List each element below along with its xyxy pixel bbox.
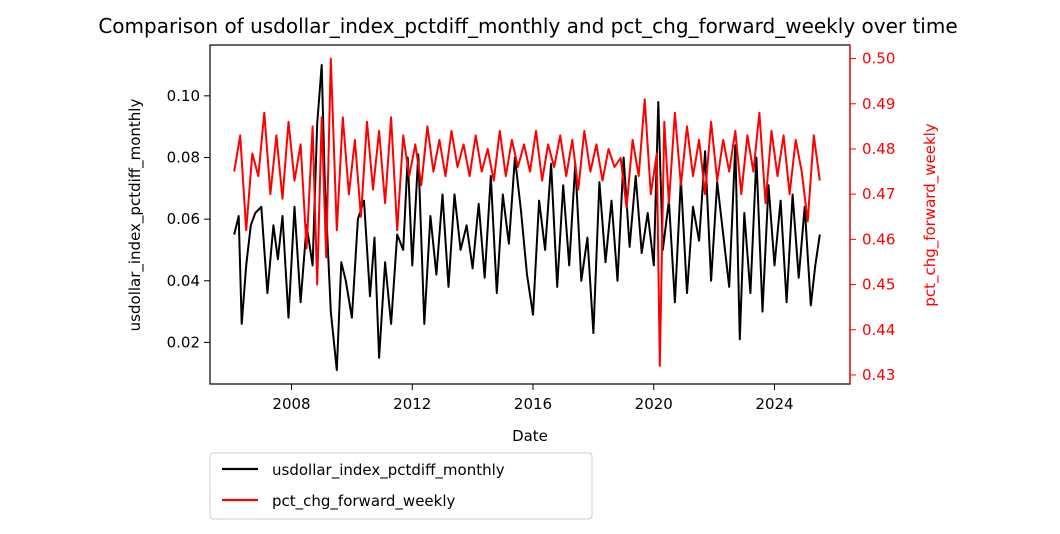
y-axis-right-title: pct_chg_forward_weekly	[921, 123, 940, 307]
series-layer	[233, 57, 821, 372]
x-tick-label: 2012	[393, 395, 431, 413]
x-tick-label: 2020	[635, 395, 673, 413]
y-right-tick-label: 0.49	[862, 95, 895, 113]
y-left-tick-label: 0.10	[167, 87, 200, 105]
x-axis: 2008 2012 2016 2020 2024	[272, 384, 794, 413]
y-left-tick-label: 0.04	[167, 272, 200, 290]
y-right-tick-label: 0.46	[862, 230, 895, 248]
y-right-tick-label: 0.44	[862, 321, 895, 339]
y-right-tick-label: 0.43	[862, 366, 895, 384]
y-left-tick-label: 0.08	[167, 148, 200, 166]
chart-title: Comparison of usdollar_index_pctdiff_mon…	[98, 14, 957, 38]
y-right-tick-label: 0.48	[862, 140, 895, 158]
y-axis-left-title: usdollar_index_pctdiff_monthly	[126, 99, 145, 332]
y-axis-left: 0.02 0.04 0.06 0.08 0.10	[167, 87, 210, 351]
y-left-tick-label: 0.06	[167, 210, 200, 228]
y-left-tick-label: 0.02	[167, 333, 200, 351]
x-tick-label: 2024	[755, 395, 793, 413]
y-right-tick-label: 0.45	[862, 276, 895, 294]
x-tick-label: 2016	[514, 395, 552, 413]
series-line-usdollar-index	[233, 64, 821, 372]
x-axis-title: Date	[512, 427, 548, 445]
y-right-tick-label: 0.50	[862, 50, 895, 68]
legend: usdollar_index_pctdiff_monthly pct_chg_f…	[209, 452, 593, 520]
legend-box	[209, 452, 593, 520]
legend-label-usdollar: usdollar_index_pctdiff_monthly	[272, 461, 505, 480]
y-axis-right: 0.43 0.44 0.45 0.46 0.47 0.48 0.49 0.50	[849, 45, 895, 384]
x-tick-label: 2008	[272, 395, 310, 413]
legend-label-pct-chg: pct_chg_forward_weekly	[272, 492, 456, 511]
y-right-tick-label: 0.47	[862, 185, 895, 203]
series-line-pct-chg-forward	[233, 57, 821, 367]
